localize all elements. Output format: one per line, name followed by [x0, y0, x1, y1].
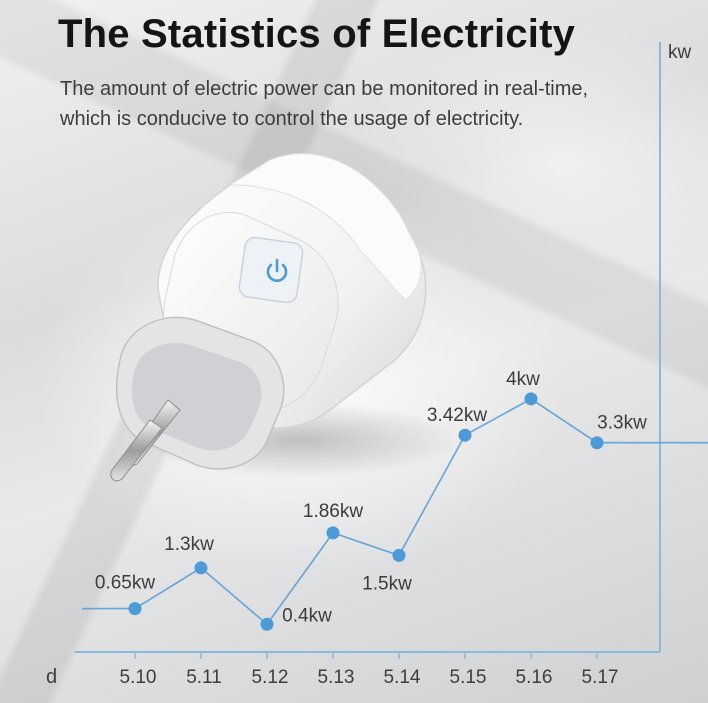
data-point — [458, 428, 472, 442]
x-axis-label: d — [46, 666, 57, 688]
data-label: 1.3kw — [164, 534, 214, 555]
subtitle-line-2: which is conducive to control the usage … — [60, 108, 524, 130]
x-tick-label: 5.14 — [384, 667, 421, 688]
subtitle-line-1: The amount of electric power can be moni… — [60, 78, 589, 100]
data-point — [392, 548, 406, 562]
data-label: 0.4kw — [282, 605, 332, 626]
series-line — [82, 397, 708, 626]
data-label: 1.86kw — [303, 501, 363, 522]
x-tick-label: 5.10 — [120, 667, 157, 688]
data-point — [128, 602, 142, 616]
x-tick-label: 5.11 — [186, 667, 222, 688]
data-label: 1.5kw — [362, 573, 412, 594]
x-tick-label: 5.17 — [582, 667, 619, 688]
y-axis-label: kw — [668, 42, 692, 63]
data-point — [590, 436, 604, 450]
x-tick-label: 5.15 — [450, 667, 487, 688]
page-title: The Statistics of Electricity — [58, 12, 576, 56]
plug-pins — [110, 399, 181, 482]
power-button[interactable] — [238, 236, 304, 304]
data-label: 3.42kw — [427, 405, 487, 426]
x-tick-label: 5.13 — [318, 667, 355, 688]
data-label: 4kw — [506, 369, 540, 390]
page-subtitle: The amount of electric power can be moni… — [60, 74, 660, 134]
data-point — [194, 561, 208, 575]
x-tick-label: 5.16 — [516, 667, 553, 688]
data-label: 0.65kw — [95, 573, 155, 594]
power-icon — [266, 258, 288, 282]
data-label: 3.3kw — [597, 413, 647, 434]
x-tick-label: 5.12 — [252, 667, 289, 688]
data-point — [326, 526, 340, 540]
plug-top-face — [228, 153, 422, 301]
data-point — [524, 392, 538, 406]
data-point — [260, 617, 274, 631]
